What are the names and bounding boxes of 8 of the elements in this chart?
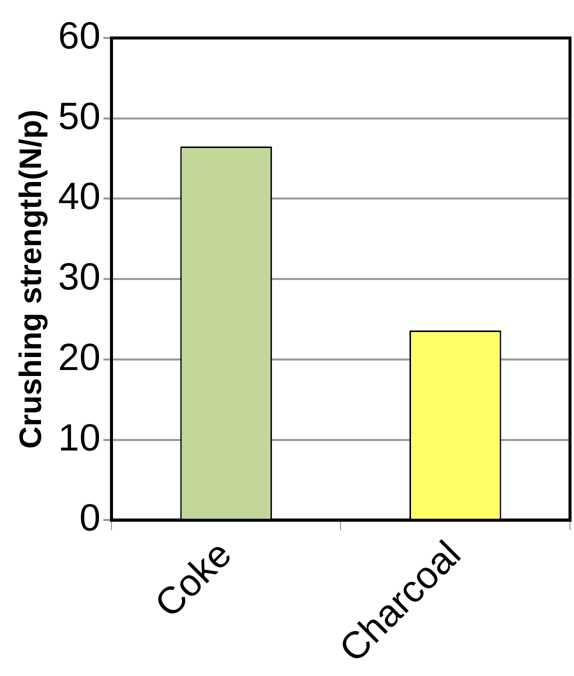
y-tick-label: 20 [58, 336, 100, 379]
y-tick-label: 50 [58, 96, 100, 138]
y-tick-label: 10 [58, 417, 100, 460]
y-tick-label: 60 [58, 15, 100, 58]
y-axis-title: Crushing strength(N/p) [13, 109, 48, 449]
y-tick-label: 40 [58, 176, 100, 218]
y-tick-label: 30 [58, 256, 100, 299]
y-tick-label: 0 [79, 498, 100, 540]
